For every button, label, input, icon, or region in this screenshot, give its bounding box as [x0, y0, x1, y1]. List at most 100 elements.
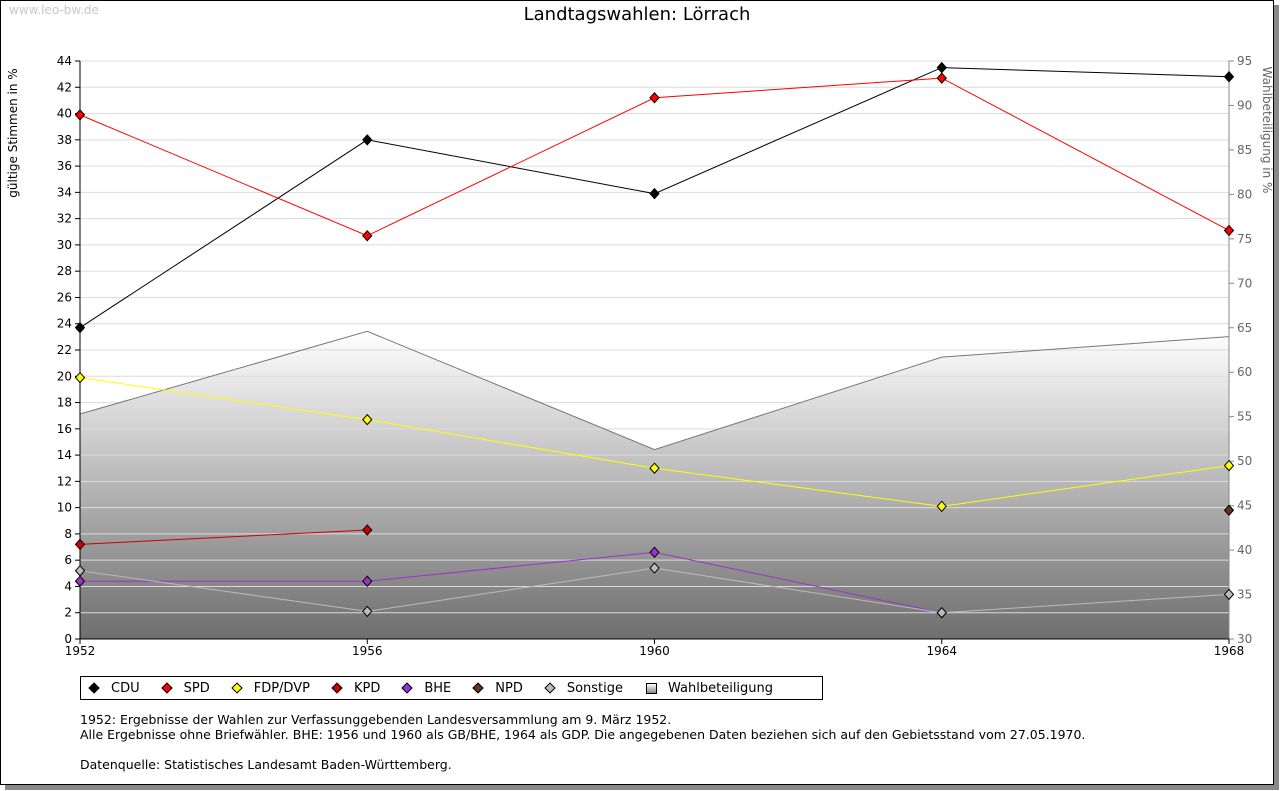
data-point-spd	[936, 72, 947, 84]
legend-item: Sonstige	[544, 680, 624, 696]
legend-label: Wahlbeteiligung	[668, 680, 774, 696]
note-1: 1952: Ergebnisse der Wahlen zur Verfassu…	[80, 712, 672, 727]
legend-label: NPD	[495, 680, 523, 696]
data-point-fdpdvp	[936, 500, 947, 513]
y-tick-label: 10	[57, 501, 72, 515]
y2-tick-label: 30	[1237, 632, 1252, 646]
y-tick-label: 6	[64, 553, 72, 567]
y-tick-label: 2	[64, 606, 72, 620]
data-point-spd	[649, 92, 660, 104]
y2-tick-label: 80	[1237, 187, 1252, 201]
wahlbeteiligung-line	[79, 330, 1230, 451]
y-tick-label: 30	[57, 238, 72, 252]
legend: CDU SPD FDP/DVP KPD BHE NPD Sonstige Wahlbeteil…	[80, 676, 823, 700]
data-point-bhe	[362, 575, 373, 587]
x-tick-label: 1960	[639, 644, 670, 658]
data-point-cdu	[649, 187, 660, 200]
data-point-spd	[362, 229, 373, 242]
data-point-sonstige	[936, 606, 947, 619]
y-tick-label: 42	[57, 80, 72, 94]
data-point-npd	[1223, 504, 1235, 517]
y-tick-label: 44	[57, 54, 72, 68]
legend-marker	[646, 682, 658, 694]
legend-item: CDU	[88, 680, 140, 696]
y-tick-label: 24	[57, 317, 72, 331]
y2-tick-label: 35	[1237, 588, 1252, 602]
legend-marker	[331, 682, 343, 694]
wahlbeteiligung-area	[80, 331, 1229, 639]
y-tick-label: 20	[57, 369, 72, 383]
note-spacer	[80, 742, 1085, 757]
y2-tick-label: 95	[1237, 54, 1252, 68]
y-tick-label: 32	[57, 212, 72, 226]
y-tick-label: 16	[57, 422, 72, 436]
y-tick-label: 40	[57, 107, 72, 121]
legend-label: FDP/DVP	[253, 680, 310, 696]
note-2: Alle Ergebnisse ohne Briefwähler. BHE: 1…	[80, 727, 1086, 742]
y2-tick-label: 75	[1237, 232, 1252, 246]
legend-marker	[544, 682, 556, 694]
data-point-fdpdvp	[649, 462, 660, 474]
legend-label: SPD	[183, 680, 210, 696]
data-point-bhe	[649, 546, 660, 559]
legend-label: BHE	[424, 680, 452, 696]
x-tick-label: 1964	[926, 644, 957, 658]
y2-axis-label: Wahlbeteiligung in %	[1260, 67, 1274, 194]
y2-tick-label: 85	[1237, 143, 1252, 157]
x-tick-label: 1956	[352, 644, 383, 658]
series-line-kpd	[79, 529, 368, 545]
data-point-cdu	[74, 321, 86, 334]
y-tick-label: 28	[57, 264, 72, 278]
y-tick-label: 4	[64, 579, 72, 593]
legend-item: Wahlbeteiligung	[646, 681, 773, 696]
data-point-sonstige	[1223, 588, 1235, 601]
legend-label: Sonstige	[566, 680, 624, 696]
legend-marker	[88, 682, 100, 694]
footnotes: 1952: Ergebnisse der Wahlen zur Verfassu…	[80, 712, 1085, 772]
data-point-fdpdvp	[1223, 459, 1235, 472]
legend-marker	[160, 682, 173, 694]
series-line-bhe	[80, 551, 942, 614]
y2-tick-label: 90	[1237, 98, 1252, 112]
chart-title: Landtagswahlen: Lörrach	[523, 4, 751, 25]
y-tick-label: 22	[57, 343, 72, 357]
data-point-fdpdvp	[362, 413, 373, 426]
data-point-cdu	[936, 61, 947, 74]
legend-marker	[472, 682, 484, 694]
legend-marker	[231, 682, 243, 694]
y-tick-label: 18	[57, 396, 72, 410]
data-point-kpd	[362, 524, 373, 536]
legend-label: CDU	[111, 680, 140, 696]
x-tick-label: 1968	[1214, 644, 1245, 658]
y-tick-label: 38	[57, 133, 72, 147]
y-axis-label: gültige Stimmen in %	[6, 68, 20, 197]
y-tick-label: 34	[57, 185, 72, 199]
data-point-cdu	[1223, 71, 1235, 83]
legend-item: KPD	[331, 680, 381, 696]
legend-item: BHE	[401, 680, 452, 696]
y-tick-label: 12	[57, 474, 72, 488]
x-tick-label: 1952	[65, 644, 96, 658]
legend-label: KPD	[353, 680, 381, 696]
y2-tick-label: 65	[1237, 321, 1252, 335]
data-point-spd	[1223, 224, 1235, 237]
y-tick-label: 36	[57, 159, 72, 173]
legend-marker	[401, 682, 413, 694]
y2-tick-label: 60	[1237, 365, 1252, 379]
y-tick-label: 14	[57, 448, 72, 462]
y2-tick-label: 45	[1237, 499, 1252, 513]
data-point-sonstige	[362, 605, 373, 618]
y2-tick-label: 40	[1237, 543, 1252, 557]
y2-tick-label: 55	[1237, 410, 1252, 424]
data-point-cdu	[362, 134, 373, 146]
data-point-bhe	[74, 575, 86, 587]
watermark: www.leo-bw.de	[9, 3, 99, 17]
y-tick-label: 26	[57, 290, 72, 304]
legend-item: NPD	[472, 680, 523, 696]
data-point-sonstige	[74, 564, 86, 577]
data-point-kpd	[74, 538, 86, 551]
y2-tick-label: 70	[1237, 276, 1252, 290]
data-point-sonstige	[649, 562, 660, 574]
y-tick-label: 8	[64, 527, 72, 541]
y2-tick-label: 50	[1237, 454, 1252, 468]
